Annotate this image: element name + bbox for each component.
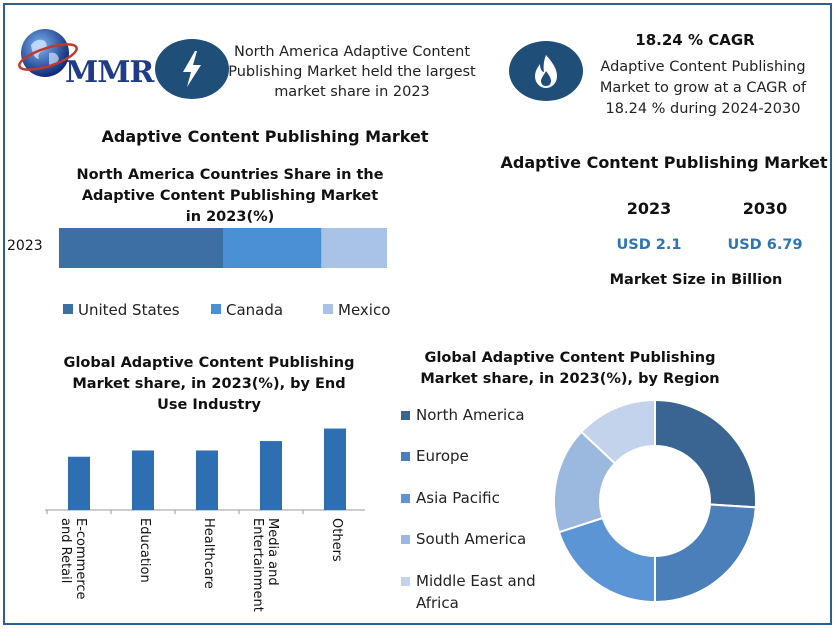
region-legend-label-3: South America [416, 530, 527, 548]
region-legend-swatch-0 [401, 411, 410, 420]
region-legend-swatch-2 [401, 494, 410, 503]
enduse-bar-3 [260, 441, 282, 510]
region-legend-label-4: Middle East and Africa [416, 572, 536, 612]
enduse-chart-title: Global Adaptive Content Publishing Marke… [63, 355, 355, 413]
legend-swatch-mexico [323, 304, 333, 314]
donut-slice-1 [654, 503, 757, 604]
enduse-bar-2 [196, 450, 218, 510]
lightning-icon-circle [155, 39, 229, 99]
legend-swatch-canada [211, 304, 221, 314]
flame-icon [535, 55, 557, 88]
cagr-text: Adaptive Content Publishing Market to gr… [599, 59, 807, 117]
infographic-frame: MMR North America Adaptive Content Publi… [3, 3, 832, 625]
region-legend-label-0: North America [416, 406, 525, 424]
region-legend-swatch-4 [401, 577, 410, 586]
market-size-year-b: 2030 [742, 199, 788, 218]
enduse-x-label-3: Media and Entertainment [250, 518, 280, 612]
highlight-text: North America Adaptive Content Publishin… [228, 44, 476, 100]
enduse-x-label-2: Healthcare [201, 518, 216, 589]
globe-icon [18, 29, 78, 77]
enduse-bar-chart [45, 428, 365, 514]
market-size-caption: Market Size in Billion [609, 272, 783, 288]
stacked-category-label: 2023 [7, 238, 43, 254]
market-title-left: Adaptive Content Publishing Market [101, 127, 429, 146]
legend-label-canada: Canada [226, 301, 284, 319]
stacked-chart-title: North America Countries Share in the Ada… [76, 167, 384, 225]
legend-label-mexico: Mexico [338, 301, 391, 319]
legend-item-mexico: Mexico [323, 301, 390, 319]
market-size-title: Adaptive Content Publishing Market [500, 153, 828, 172]
donut-slice-0 [654, 398, 757, 509]
region-chart-title: Global Adaptive Content Publishing Marke… [420, 350, 720, 387]
lightning-icon [183, 51, 201, 87]
legend-item-canada: Canada [211, 301, 283, 319]
enduse-bar-0 [68, 456, 90, 510]
stacked-bar-mexico-segment [321, 228, 387, 268]
stacked-bar-canada-segment [223, 228, 322, 268]
market-size-year-a: 2023 [626, 199, 672, 218]
enduse-x-label-1: Education [137, 518, 152, 583]
logo-text: MMR [65, 55, 154, 90]
enduse-x-label-0: E-commerce and Retail [58, 518, 88, 600]
legend-item-us: United States [63, 301, 180, 319]
enduse-x-label-4: Others [329, 518, 344, 562]
region-legend-label-2: Asia Pacific [416, 489, 500, 507]
market-size-value-b: USD 6.79 [727, 237, 803, 253]
donut-slice-2 [557, 516, 656, 604]
logo: MMR [17, 19, 154, 90]
donut-slice-4 [579, 398, 656, 465]
region-legend-swatch-3 [401, 535, 410, 544]
cagr-title: 18.24 % CAGR [635, 31, 755, 49]
flame-icon-circle [509, 41, 583, 101]
region-donut-chart [553, 398, 757, 604]
stacked-bar-us-segment [59, 228, 223, 268]
enduse-bar-1 [132, 450, 154, 510]
market-size-value-a: USD 2.1 [616, 237, 682, 253]
region-legend-label-1: Europe [416, 447, 469, 465]
region-legend-swatch-1 [401, 452, 410, 461]
enduse-bar-4 [324, 428, 346, 510]
legend-label-us: United States [78, 301, 180, 319]
legend-swatch-us [63, 304, 73, 314]
stacked-bar-chart [59, 228, 387, 268]
